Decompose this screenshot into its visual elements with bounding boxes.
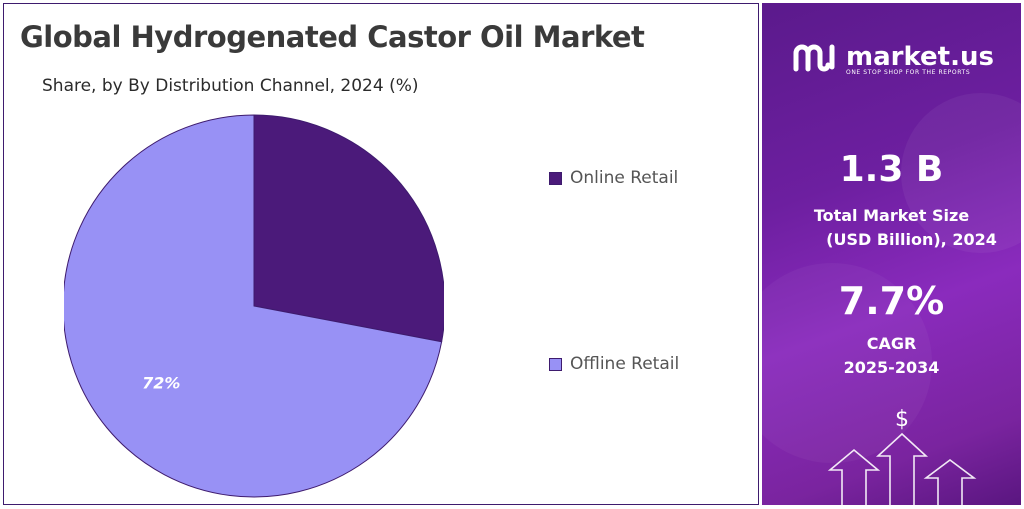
brand-name: market.us	[846, 42, 994, 72]
cagr-value: 7.7%	[838, 279, 945, 323]
stats-sidebar: market.us ONE STOP SHOP FOR THE REPORTS …	[762, 3, 1021, 505]
brand-tagline: ONE STOP SHOP FOR THE REPORTS	[846, 69, 971, 76]
decorative-circle	[762, 263, 932, 463]
market-size-label-line2: (USD Billion), 2024	[826, 230, 997, 249]
legend-swatch-online-retail	[549, 171, 562, 185]
decorative-circle	[901, 93, 1021, 253]
dollar-icon: $	[895, 407, 909, 432]
market-size-value: 1.3 B	[839, 149, 944, 190]
legend-label-online-retail: Online Retail	[570, 168, 679, 188]
cagr-label-line1: CAGR	[866, 334, 917, 353]
market-size-label-line1: Total Market Size	[813, 206, 970, 225]
cagr-label-line2: 2025-2034	[843, 358, 940, 377]
legend-item-online-retail: Online Retail	[549, 168, 678, 188]
market-us-logo-icon	[793, 44, 835, 72]
legend-label-offline-retail: Offline Retail	[570, 354, 680, 374]
pie-data-label-offline-retail: 72%	[142, 374, 180, 393]
legend-item-offline-retail: Offline Retail	[549, 354, 679, 374]
chart-subtitle: Share, by By Distribution Channel, 2024 …	[42, 76, 419, 96]
chart-panel: Global Hydrogenated Castor Oil Market Sh…	[3, 3, 759, 505]
growth-arrows-icon: $	[827, 407, 977, 505]
chart-title: Global Hydrogenated Castor Oil Market	[20, 20, 645, 54]
brand-logo-group: market.us	[792, 39, 994, 75]
pie-slice-online-retail	[253, 114, 444, 343]
pie-slice-offline-retail	[64, 114, 443, 498]
pie-chart: 72%	[64, 114, 444, 498]
legend-swatch-offline-retail	[549, 357, 562, 371]
